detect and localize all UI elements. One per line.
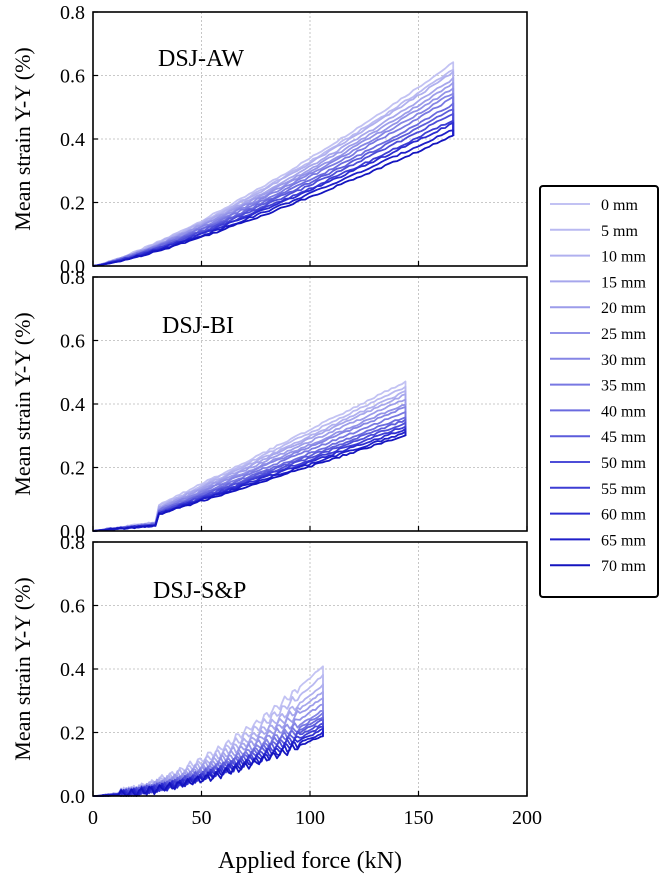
y-tick-label: 0.0 xyxy=(60,786,85,808)
series-line-45-mm xyxy=(93,718,324,797)
legend-label: 0 mm xyxy=(601,197,638,214)
x-tick-label: 50 xyxy=(192,807,212,829)
legend-label: 30 mm xyxy=(601,352,646,369)
y-tick-label: 0.8 xyxy=(60,2,85,24)
grid xyxy=(93,277,527,531)
y-tick-label: 0.2 xyxy=(60,458,85,480)
series-line-70-mm xyxy=(92,434,407,532)
y-tick-label: 0.2 xyxy=(60,193,85,215)
series-line-45-mm xyxy=(92,418,407,532)
series-line-70-mm xyxy=(92,134,455,267)
legend-label: 50 mm xyxy=(601,455,646,472)
x-axis-label: Applied force (kN) xyxy=(218,848,402,874)
legend-label: 15 mm xyxy=(601,274,646,291)
panel-title: DSJ-S&P xyxy=(153,578,246,604)
panel-title: DSJ-BI xyxy=(162,313,234,339)
series-line-0-mm xyxy=(92,61,455,267)
series-line-35-mm xyxy=(92,95,455,267)
y-tick-label: 0.4 xyxy=(60,129,85,151)
y-tick-label: 0.6 xyxy=(60,596,85,618)
series-line-5-mm xyxy=(92,385,407,532)
legend-label: 25 mm xyxy=(601,326,646,343)
panel-2: 0.0 0.2 0.4 0.6 0.8 Mean strain Y-Y (%) DSJ-BI xyxy=(10,267,528,543)
panel-1: 0.0 0.2 0.4 0.6 0.8 Mean strain Y-Y (%) DSJ-AW xyxy=(10,2,528,278)
y-tick-label: 0.2 xyxy=(60,723,85,745)
legend-box xyxy=(539,185,659,598)
y-tick-label: 0.8 xyxy=(60,267,85,289)
series-line-20-mm xyxy=(92,398,407,532)
y-tick-label: 0.6 xyxy=(60,66,85,88)
legend-label: 40 mm xyxy=(601,403,646,420)
y-tick-label: 0.0 xyxy=(60,521,85,543)
legend-label: 35 mm xyxy=(601,378,646,395)
series-line-20-mm xyxy=(92,81,455,267)
legend-label: 65 mm xyxy=(601,532,646,549)
series-group xyxy=(92,61,455,267)
series-line-60-mm xyxy=(92,121,455,267)
legend-label: 55 mm xyxy=(601,481,646,498)
panel-3: 0.0 0.2 0.4 0.6 0.8 0 50 100 150 200 Mean strain Y… xyxy=(10,532,542,829)
panel-title: DSJ-AW xyxy=(158,46,244,72)
series-line-5-mm xyxy=(92,673,324,797)
legend-label: 70 mm xyxy=(601,558,646,575)
legend-label: 20 mm xyxy=(601,300,646,317)
legend-label: 60 mm xyxy=(601,507,646,524)
x-tick-label: 100 xyxy=(295,807,325,829)
legend-label: 5 mm xyxy=(601,223,638,240)
series-group xyxy=(92,380,407,532)
y-axis-label: Mean strain Y-Y (%) xyxy=(10,47,35,230)
y-axis-label: Mean strain Y-Y (%) xyxy=(10,577,35,760)
y-tick-label: 0.8 xyxy=(60,532,85,554)
series-line-65-mm xyxy=(92,129,455,267)
grid xyxy=(93,12,527,266)
y-tick-label: 0.4 xyxy=(60,394,85,416)
y-tick-label: 0.0 xyxy=(60,256,85,278)
series-line-70-mm xyxy=(93,735,324,797)
legend-label: 10 mm xyxy=(601,249,646,266)
series-line-25-mm xyxy=(92,87,455,267)
x-tick-label: 200 xyxy=(512,807,542,829)
x-tick-label: 0 xyxy=(88,807,98,829)
x-tick-label: 150 xyxy=(404,807,434,829)
y-axis-label: Mean strain Y-Y (%) xyxy=(10,312,35,495)
y-tick-label: 0.4 xyxy=(60,659,85,681)
legend: 0 mm 5 mm 10 mm 15 mm 20 mm 25 mm 30 mm 35 mm 40… xyxy=(539,185,659,598)
series-group xyxy=(92,665,324,797)
y-tick-label: 0.6 xyxy=(60,331,85,353)
legend-label: 45 mm xyxy=(601,429,646,446)
series-line-10-mm xyxy=(92,70,455,267)
panels: 0.0 0.2 0.4 0.6 0.8 Mean strain Y-Y (%) DSJ-AW… xyxy=(10,2,542,829)
